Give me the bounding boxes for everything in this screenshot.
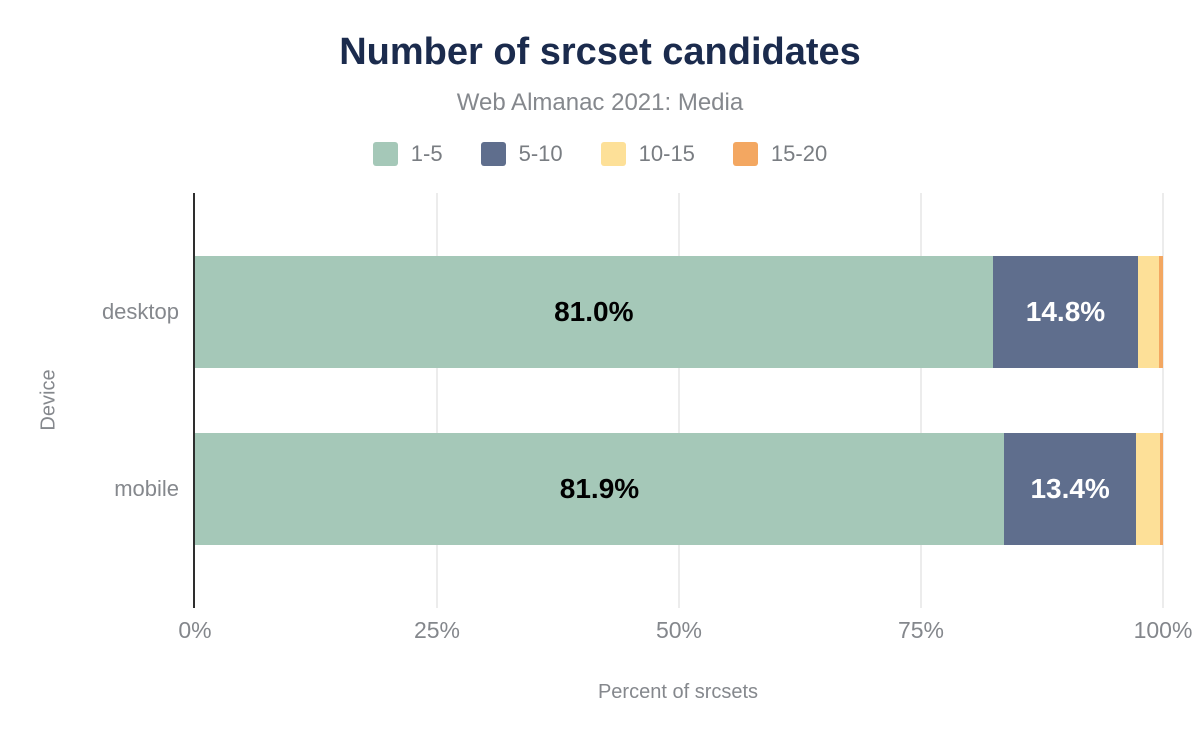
legend-label: 1-5	[410, 141, 443, 166]
bar-segment-desktop-10-15[interactable]	[1138, 256, 1160, 368]
gridline-25	[436, 193, 438, 608]
legend-swatch-icon	[480, 142, 506, 166]
legend-item-1-5[interactable]: 1-5	[372, 141, 443, 166]
chart-subtitle: Web Almanac 2021: Media	[456, 89, 744, 116]
chart-title: Number of srcset candidates	[339, 31, 861, 73]
bar-segment-mobile-10-15[interactable]	[1136, 433, 1161, 545]
plot-area: 0% 25% 50% 75% 100% 81.0% 14.8% desktop 81.9% 13.…	[102, 193, 1192, 642]
legend-label: 15-20	[770, 141, 828, 166]
legend-item-5-10[interactable]: 5-10	[480, 141, 563, 166]
gridline-50	[678, 193, 680, 608]
bar-segment-desktop-1-5[interactable]: 81.0%	[195, 256, 993, 368]
legend-swatch-icon	[732, 142, 758, 166]
bar-segment-mobile-1-5[interactable]: 81.9%	[195, 433, 1004, 545]
legend-label: 10-15	[638, 141, 695, 166]
bar-segment-mobile-5-10[interactable]: 13.4%	[1003, 433, 1137, 545]
bar-mobile: 81.9% 13.4% mobile	[114, 433, 1163, 545]
bar-desktop: 81.0% 14.8% desktop	[102, 256, 1163, 368]
x-tick-label-0: 0%	[178, 617, 212, 643]
category-label-desktop: desktop	[101, 299, 179, 324]
bar-segment-desktop-15-20[interactable]	[1159, 256, 1163, 368]
legend-item-15-20[interactable]: 15-20	[732, 141, 828, 166]
legend-label: 5-10	[518, 141, 563, 166]
x-tick-label-25: 25%	[413, 617, 461, 643]
x-tick-label-75: 75%	[897, 617, 945, 643]
legend-swatch-icon	[600, 142, 626, 166]
legend-swatch-icon	[372, 142, 398, 166]
x-tick-label-50: 50%	[655, 617, 703, 643]
value-label: 14.8%	[1025, 296, 1106, 327]
x-axis-title: Percent of srcsets	[597, 681, 759, 703]
category-label-mobile: mobile	[114, 476, 179, 501]
legend: 1-5 5-10 10-15 15-20	[0, 142, 1200, 166]
bar-segment-desktop-5-10[interactable]: 14.8%	[992, 256, 1139, 368]
value-label: 13.4%	[1030, 473, 1110, 504]
legend-item-10-15[interactable]: 10-15	[600, 141, 695, 166]
x-tick-label-100: 100%	[1133, 617, 1193, 643]
gridline-75	[920, 193, 922, 608]
bar-segment-mobile-15-20[interactable]	[1160, 433, 1163, 545]
value-label: 81.9%	[559, 473, 640, 504]
y-axis-title: Device	[37, 369, 60, 431]
gridline-100	[1162, 193, 1164, 608]
value-label: 81.0%	[554, 296, 634, 327]
